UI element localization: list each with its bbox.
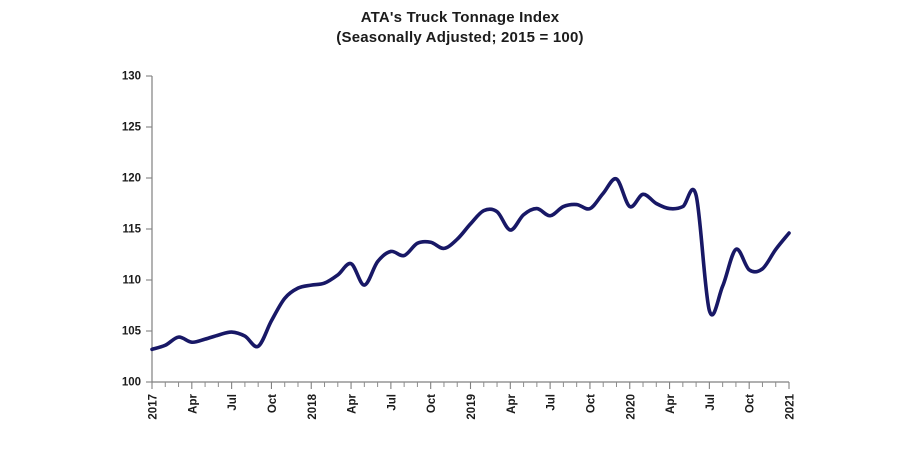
x-tick-label: 2021	[785, 393, 797, 419]
y-tick-label: 120	[122, 173, 141, 185]
x-tick-label: 2017	[148, 394, 160, 420]
y-tick-label: 105	[122, 326, 142, 338]
x-tick-label: 2019	[466, 394, 478, 420]
y-tick-label: 125	[122, 122, 142, 134]
x-tick-label: Apr	[187, 393, 199, 413]
x-tick-label: Jul	[386, 394, 398, 411]
y-tick-label: 110	[122, 275, 141, 287]
x-tick-label: Jul	[546, 394, 558, 411]
x-tick-label: Jul	[705, 394, 717, 411]
series-line-truck-tonnage	[150, 177, 791, 352]
x-tick-label: Apr	[347, 393, 359, 413]
x-tick-label: 2020	[625, 394, 637, 420]
x-tick-label: 2018	[307, 393, 319, 419]
x-tick-label: Oct	[585, 394, 597, 413]
y-axis: 100 105 110 115 120 125 130	[122, 71, 153, 389]
x-tick-label: Apr	[665, 393, 677, 413]
y-tick-label: 100	[122, 377, 141, 389]
x-axis: 2017 Apr Jul Oct 2018 Apr Jul Oct 2019 Apr Jul Oct 2…	[148, 381, 797, 420]
y-tick-label: 130	[122, 71, 141, 83]
x-tick-label: Oct	[745, 394, 757, 413]
data-series-truck-tonnage-index	[150, 177, 791, 352]
x-tick-label: Apr	[506, 393, 518, 413]
x-tick-label: Oct	[426, 394, 438, 413]
x-tick-label: Jul	[227, 394, 239, 411]
x-tick-label: Oct	[267, 394, 279, 413]
y-tick-label: 115	[122, 224, 141, 236]
